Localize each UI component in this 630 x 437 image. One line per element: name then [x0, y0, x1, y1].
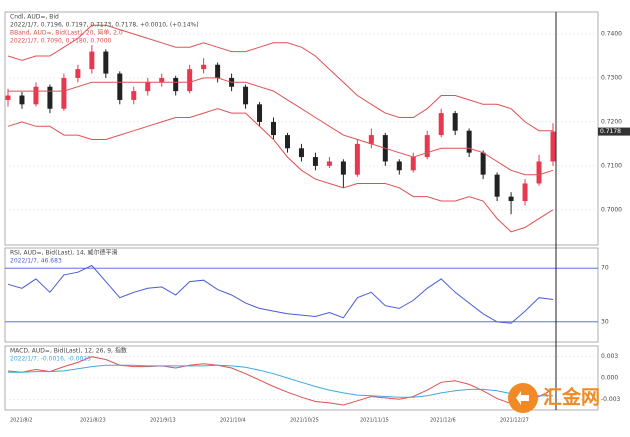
y-tick-label: 70 [601, 265, 609, 272]
candle-body [298, 148, 304, 158]
candle-body [354, 143, 360, 175]
series-line [7, 24, 553, 132]
candle-body [340, 161, 346, 175]
y-tick-label: 0.7300 [601, 74, 622, 81]
x-tick-label: 2021/10/25 [290, 418, 319, 424]
series-line [7, 356, 554, 406]
rsi-title: RSI, AUD=, Bid(Last), 14, 威尔德平滑 [10, 249, 118, 257]
candle-body [494, 174, 500, 197]
candle-body [550, 131, 556, 162]
candle-body [33, 86, 39, 105]
series-line [7, 108, 554, 233]
x-tick-label: 2021/8/23 [80, 418, 106, 424]
macd-title: MACD, AUD=, Bid(Last), 12, 26, 9, 指数 [10, 347, 127, 355]
series-line [7, 264, 554, 324]
x-tick-label: 2021/8/2 [10, 418, 32, 424]
macd-info: 2022/1/7, -0.0016, -0.0025 [10, 356, 91, 363]
candle-body [257, 104, 263, 122]
candle-body [536, 161, 542, 184]
candle-body [89, 51, 95, 70]
candle-body [271, 121, 277, 136]
candle-body [117, 73, 123, 100]
y-tick-label: 0.003 [601, 353, 618, 360]
y-tick-label: 0.7000 [601, 206, 622, 213]
candle-body [75, 69, 81, 78]
series-line [8, 364, 553, 398]
candle-body [284, 135, 290, 149]
rsi-panel [4, 247, 599, 343]
candle-body [466, 130, 472, 153]
candle-body [326, 161, 332, 166]
candle-body [145, 82, 151, 92]
price-info: 2022/1/7, 0.7196, 0.7197, 0.7173, 0.7178… [10, 22, 199, 29]
y-tick-label: 0.7200 [601, 118, 622, 125]
candle-body [173, 77, 179, 92]
y-tick-label: 0.7100 [601, 162, 622, 169]
candle-body [452, 113, 458, 131]
price-title: Cndl, AUD=, Bid [10, 14, 59, 21]
candle-body [103, 51, 109, 74]
last-price-box [598, 127, 630, 136]
candle-body [159, 77, 165, 83]
candle-body [243, 86, 249, 105]
candle-body [438, 113, 444, 136]
watermark: 汇金网 [508, 383, 600, 413]
watermark-text: 汇金网 [543, 386, 600, 409]
candle-body [368, 135, 374, 144]
series-line [8, 77, 554, 176]
candle-body [215, 64, 221, 78]
candle-body [61, 77, 67, 109]
candle-body [410, 157, 416, 171]
bband-info: 2022/1/7, 0.7090, 0.7180, 0.7000 [10, 38, 112, 45]
candle-body [5, 95, 11, 100]
candle-body [508, 196, 514, 202]
candle-body [19, 95, 25, 105]
bband-title: BBand, AUD=, Bid(Last), 20, 简单, 2.0 [10, 29, 123, 37]
last-price-label: 0.7178 [600, 128, 621, 135]
y-tick-label: 30 [601, 318, 609, 325]
candle-body [522, 183, 528, 202]
x-tick-label: 2021/11/15 [360, 418, 389, 424]
y-tick-label: -0.003 [601, 396, 621, 403]
y-tick-label: 0.7400 [601, 30, 622, 37]
candle-body [480, 152, 486, 175]
watermark-icon [516, 391, 529, 405]
candle-body [424, 135, 430, 158]
x-tick-label: 2021/10/4 [220, 418, 246, 424]
x-tick-label: 2021/9/13 [150, 418, 176, 424]
candle-body [187, 69, 193, 92]
candle-body [47, 86, 53, 109]
candle-body [312, 157, 318, 166]
x-tick-label: 2021/12/6 [430, 418, 456, 424]
candle-body [396, 161, 402, 171]
x-tick-label: 2021/12/27 [500, 418, 529, 424]
candle-body [131, 91, 137, 100]
rsi-info: 2022/1/7, 46.683 [10, 258, 62, 265]
y-tick-label: 0.000 [601, 375, 618, 382]
candle-body [201, 64, 207, 70]
